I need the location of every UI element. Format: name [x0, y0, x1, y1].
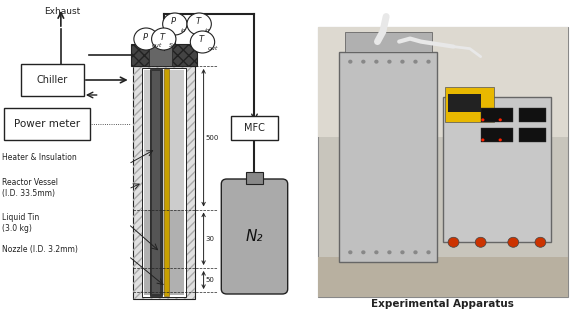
Bar: [345, 31, 432, 52]
Text: out: out: [152, 43, 162, 48]
Circle shape: [348, 60, 352, 64]
Text: Liquid Tin: Liquid Tin: [2, 213, 40, 222]
Circle shape: [499, 118, 502, 122]
Text: in: in: [205, 28, 210, 33]
Bar: [150, 44, 171, 66]
Bar: [481, 128, 513, 142]
Circle shape: [387, 60, 391, 64]
Circle shape: [475, 237, 486, 247]
Circle shape: [187, 13, 211, 35]
Circle shape: [387, 250, 391, 254]
Circle shape: [426, 60, 431, 64]
Circle shape: [134, 28, 158, 50]
FancyBboxPatch shape: [21, 64, 84, 96]
Circle shape: [499, 138, 502, 142]
Circle shape: [481, 118, 484, 122]
Bar: [144, 70, 184, 295]
Bar: [519, 128, 546, 142]
Circle shape: [401, 250, 405, 254]
FancyBboxPatch shape: [221, 179, 288, 294]
Circle shape: [508, 237, 519, 247]
Circle shape: [535, 237, 546, 247]
Bar: [317, 27, 568, 137]
Circle shape: [401, 60, 405, 64]
Circle shape: [152, 28, 176, 50]
Text: T: T: [199, 36, 204, 44]
Bar: [246, 172, 264, 184]
Circle shape: [163, 13, 187, 35]
Text: Experimental Apparatus: Experimental Apparatus: [371, 299, 514, 309]
Text: N₂: N₂: [246, 229, 263, 244]
Circle shape: [374, 250, 379, 254]
Text: MFC: MFC: [244, 123, 265, 133]
Bar: [443, 97, 551, 242]
Circle shape: [348, 250, 352, 254]
Text: Reactor Vessel: Reactor Vessel: [2, 178, 58, 187]
Circle shape: [361, 60, 366, 64]
Bar: [519, 108, 546, 122]
Bar: [151, 69, 162, 296]
Text: 30: 30: [206, 236, 215, 242]
Text: 500: 500: [206, 135, 219, 141]
Circle shape: [413, 250, 418, 254]
Bar: [144, 210, 184, 295]
Bar: [317, 257, 568, 297]
Text: T: T: [195, 17, 201, 27]
Bar: [152, 71, 160, 294]
Bar: [131, 44, 197, 66]
Bar: [142, 68, 186, 297]
Circle shape: [448, 237, 459, 247]
Bar: [448, 94, 481, 112]
Text: (3.0 kg): (3.0 kg): [2, 224, 32, 233]
Text: Heater & Insulation: Heater & Insulation: [2, 153, 77, 162]
Bar: [481, 108, 513, 122]
Bar: [445, 87, 494, 122]
Text: Exhaust: Exhaust: [44, 7, 81, 16]
Circle shape: [190, 31, 215, 53]
Bar: [317, 27, 568, 297]
Text: 50: 50: [206, 277, 215, 283]
Bar: [339, 52, 437, 262]
Circle shape: [413, 60, 418, 64]
Text: Power meter: Power meter: [14, 119, 80, 129]
Text: out: out: [208, 46, 218, 51]
Text: Nozzle (I.D. 3.2mm): Nozzle (I.D. 3.2mm): [2, 245, 78, 254]
Bar: [133, 66, 195, 299]
Circle shape: [426, 250, 431, 254]
Circle shape: [374, 60, 379, 64]
Text: P: P: [143, 32, 147, 41]
Text: P: P: [171, 17, 176, 27]
Bar: [164, 69, 169, 296]
Text: (I.D. 33.5mm): (I.D. 33.5mm): [2, 189, 55, 198]
Bar: [133, 66, 195, 299]
Text: Sn: Sn: [169, 43, 177, 48]
Text: T: T: [160, 32, 165, 41]
FancyBboxPatch shape: [231, 116, 278, 140]
Text: Chiller: Chiller: [37, 75, 68, 85]
Circle shape: [361, 250, 366, 254]
Circle shape: [481, 138, 484, 142]
Text: in: in: [180, 28, 186, 33]
FancyBboxPatch shape: [5, 108, 89, 140]
